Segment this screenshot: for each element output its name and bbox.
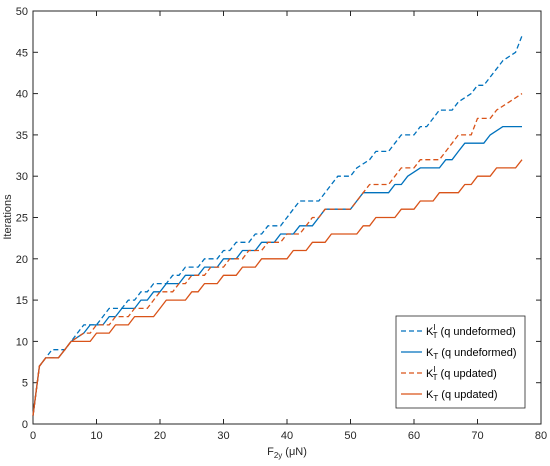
legend-label-base: K <box>426 368 434 380</box>
y-tick-label: 40 <box>16 89 28 101</box>
y-tick-label: 45 <box>16 47 28 59</box>
x-tick-label: 70 <box>471 430 483 442</box>
legend-label-rest: (q updated) <box>437 368 496 380</box>
legend: KI T (q undeformed)KT (q undeformed)KI T (… <box>395 315 526 409</box>
x-axis-label: F2y (μN) <box>267 446 307 460</box>
series-line-3 <box>32 93 523 416</box>
legend-label-sub: T <box>433 373 438 382</box>
x-tick-label: 40 <box>281 430 293 442</box>
y-axis: 0 5 10 15 20 25 30 35 40 45 50 <box>16 6 541 431</box>
x-tick-label: 50 <box>344 430 356 442</box>
y-tick-label: 25 <box>16 213 28 225</box>
legend-label-sub: T <box>433 394 438 403</box>
legend-label-base: K <box>426 347 434 359</box>
legend-label-2: KT (q undeformed) <box>426 347 517 361</box>
y-tick-label: 35 <box>16 130 28 142</box>
legend-label-4: KT (q updated) <box>426 389 498 403</box>
legend-label-1: KI T (q undeformed) <box>426 323 516 340</box>
series-layer <box>32 35 523 416</box>
y-tick-label: 0 <box>22 419 28 431</box>
legend-label-rest: (q undeformed) <box>437 326 515 338</box>
legend-label-base: K <box>426 326 434 338</box>
y-tick-label: 20 <box>16 254 28 266</box>
y-tick-label: 30 <box>16 171 28 183</box>
series-line-1 <box>32 35 523 416</box>
y-tick-label: 5 <box>22 378 28 390</box>
y-tick-label: 50 <box>16 6 28 18</box>
x-tick-label: 10 <box>90 430 102 442</box>
x-axis-label-main: F <box>267 446 274 458</box>
y-tick-label: 10 <box>16 336 28 348</box>
legend-label-sub: T <box>433 331 438 340</box>
legend-label-sub: T <box>433 352 438 361</box>
legend-label-sup: I <box>433 365 435 374</box>
x-tick-label: 60 <box>408 430 420 442</box>
x-axis-label-sub: 2y <box>274 451 282 460</box>
y-axis-label: Iterations <box>2 194 14 240</box>
legend-label-sup: I <box>433 323 435 332</box>
legend-label-rest: (q updated) <box>438 389 497 401</box>
y-tick-label: 15 <box>16 295 28 307</box>
legend-label-rest: (q undeformed) <box>438 347 516 359</box>
x-tick-label: 80 <box>535 430 547 442</box>
legend-label-base: K <box>426 389 434 401</box>
x-tick-label: 0 <box>30 430 36 442</box>
series-line-4 <box>32 159 523 416</box>
x-axis-label-unit: (μN) <box>285 446 307 458</box>
x-tick-label: 30 <box>217 430 229 442</box>
legend-label-3: KI T (q updated) <box>426 365 497 382</box>
x-tick-label: 20 <box>154 430 166 442</box>
x-axis: 0 10 20 30 40 50 60 70 80 <box>30 11 547 442</box>
